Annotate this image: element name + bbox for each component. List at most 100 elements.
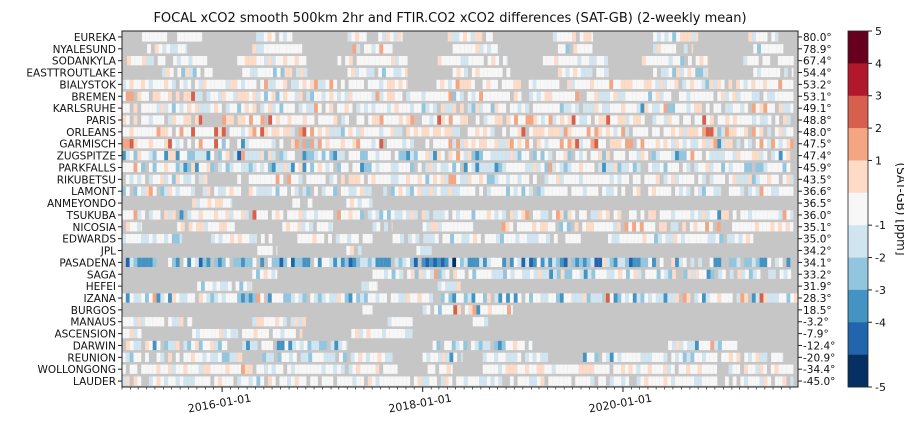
- heatmap-cell: [490, 210, 495, 220]
- heatmap-cell: [192, 32, 197, 42]
- heatmap-cell: [500, 234, 504, 244]
- heatmap-cell: [617, 210, 622, 220]
- heatmap-cell: [455, 340, 460, 351]
- heatmap-cell: [245, 115, 250, 125]
- heatmap-cell: [187, 364, 192, 374]
- heatmap-cell: [252, 174, 257, 184]
- heatmap-cell: [667, 210, 672, 220]
- heatmap-cell: [671, 257, 676, 268]
- heatmap-cell: [191, 293, 195, 303]
- heatmap-cell: [573, 44, 578, 54]
- heatmap-cell: [655, 186, 660, 196]
- heatmap-cell: [697, 79, 702, 90]
- heatmap-cell: [663, 174, 668, 184]
- heatmap-cell: [221, 352, 226, 362]
- heatmap-cell: [211, 234, 215, 244]
- heatmap-cell: [351, 234, 355, 244]
- heatmap-cell: [259, 317, 264, 327]
- heatmap-cell: [636, 364, 641, 374]
- heatmap-cell: [437, 305, 442, 315]
- heatmap-cell: [625, 115, 630, 125]
- heatmap-cell: [430, 222, 435, 232]
- heatmap-cell: [389, 352, 393, 362]
- heatmap-cell: [621, 115, 626, 125]
- heatmap-cell: [728, 127, 733, 137]
- heatmap-cell: [369, 281, 373, 291]
- heatmap-cell: [348, 376, 353, 386]
- heatmap-cell: [383, 127, 388, 137]
- heatmap-cell: [456, 174, 461, 184]
- heatmap-cell: [652, 174, 656, 184]
- heatmap-cell: [471, 340, 475, 351]
- data-cells: [122, 32, 798, 386]
- heatmap-cell: [201, 281, 205, 291]
- heatmap-cell: [368, 56, 373, 66]
- heatmap-cell: [156, 127, 161, 137]
- heatmap-cell: [406, 127, 411, 137]
- heatmap-cell: [660, 269, 665, 279]
- heatmap-cell: [728, 257, 733, 268]
- heatmap-cell: [249, 234, 254, 244]
- heatmap-cell: [571, 257, 576, 268]
- heatmap-cell: [534, 234, 539, 244]
- heatmap-cell: [283, 293, 288, 303]
- heatmap-cell: [287, 174, 292, 184]
- heatmap-cell: [663, 186, 668, 196]
- heatmap-cell: [321, 162, 326, 173]
- heatmap-cell: [730, 234, 735, 244]
- heatmap-cell: [294, 317, 299, 327]
- heatmap-cell: [728, 352, 733, 362]
- heatmap-cell: [552, 257, 557, 268]
- latitude-label: 45.9°: [803, 162, 832, 174]
- heatmap-cell: [479, 139, 484, 149]
- heatmap-cell: [571, 115, 576, 125]
- heatmap-cell: [625, 376, 629, 386]
- heatmap-cell: [137, 257, 142, 268]
- heatmap-cell: [609, 293, 614, 303]
- heatmap-cell: [390, 174, 395, 184]
- heatmap-cell: [536, 352, 541, 362]
- heatmap-cell: [754, 56, 759, 66]
- heatmap-cell: [706, 115, 710, 125]
- heatmap-cell: [337, 364, 341, 374]
- heatmap-cell: [728, 91, 733, 101]
- heatmap-cell: [494, 376, 499, 386]
- heatmap-cell: [329, 150, 334, 161]
- heatmap-cell: [218, 79, 222, 90]
- heatmap-cell: [339, 234, 344, 244]
- heatmap-cell: [718, 269, 723, 279]
- colorbar-tick-label: -3: [875, 284, 886, 297]
- heatmap-cell: [763, 186, 768, 196]
- heatmap-cell: [448, 174, 453, 184]
- heatmap-cell: [709, 293, 714, 303]
- heatmap-cell: [652, 210, 656, 220]
- heatmap-cell: [678, 150, 683, 161]
- heatmap-cell: [283, 103, 288, 113]
- heatmap-cell: [433, 257, 437, 268]
- heatmap-cell: [713, 103, 718, 113]
- heatmap-cell: [310, 115, 315, 125]
- heatmap-cell: [567, 174, 572, 184]
- heatmap-cell: [460, 186, 464, 196]
- heatmap-cell: [314, 376, 318, 386]
- heatmap-cell: [583, 269, 588, 279]
- heatmap-cell: [402, 257, 407, 268]
- heatmap-cell: [268, 234, 273, 244]
- heatmap-cell: [509, 340, 514, 351]
- heatmap-cell: [664, 56, 669, 66]
- heatmap-cell: [525, 376, 530, 386]
- latitude-label: 54.4°: [803, 68, 832, 80]
- heatmap-cell: [421, 376, 426, 386]
- heatmap-cell: [461, 234, 466, 244]
- heatmap-cell: [333, 115, 338, 125]
- heatmap-cell: [476, 269, 481, 279]
- heatmap-cell: [185, 44, 188, 54]
- heatmap-cell: [751, 174, 756, 184]
- heatmap-cell: [528, 79, 533, 90]
- heatmap-cell: [476, 56, 480, 66]
- heatmap-cell: [472, 269, 477, 279]
- heatmap-cell: [721, 162, 726, 173]
- heatmap-cell: [777, 56, 782, 66]
- heatmap-cell: [226, 234, 231, 244]
- heatmap-cell: [171, 115, 176, 125]
